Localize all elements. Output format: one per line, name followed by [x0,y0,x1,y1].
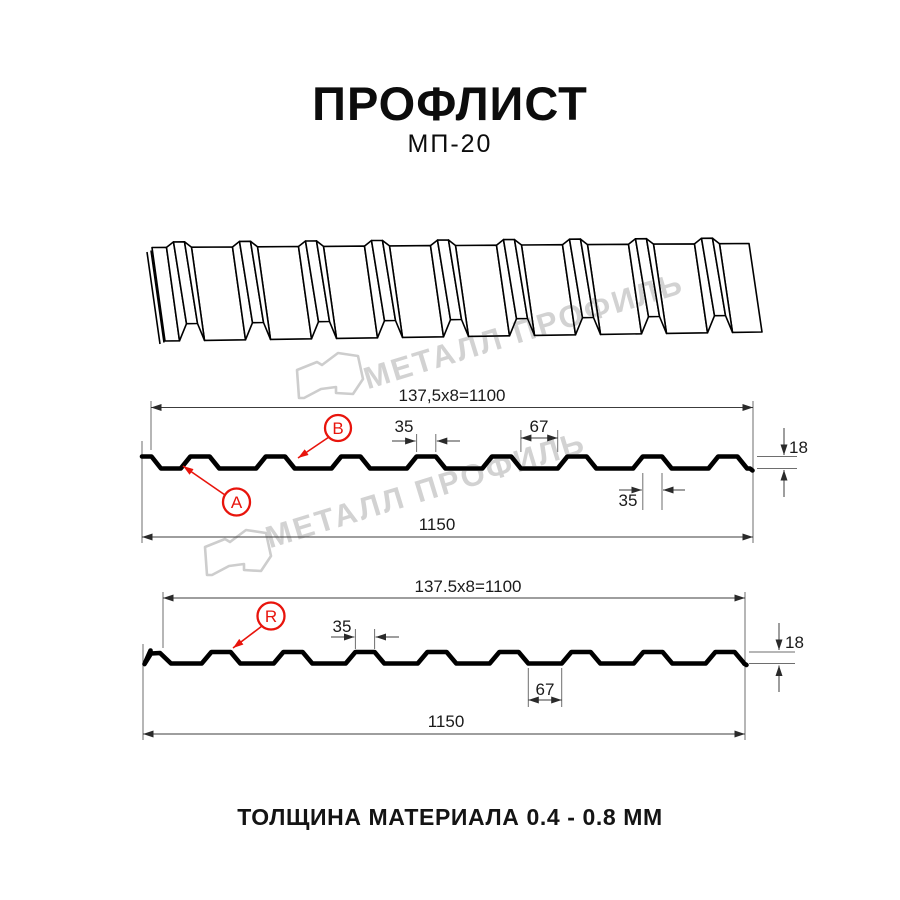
profile-cross-section-top [139,454,755,473]
dim-rib-width-top-right: 35 [619,491,638,510]
dim-height-top: 18 [789,438,808,457]
profile-cross-section-bottom [142,648,749,668]
dim-overall-top: 1150 [419,515,456,534]
dim-height-bottom: 18 [785,633,804,652]
page-title: ПРОФЛИСТ [312,77,588,130]
dim-overall-bottom: 1150 [428,712,465,731]
corrugated-sheet-3d-drawing [146,237,763,345]
svg-text:R: R [265,607,277,626]
profile-section-top: 137,5x8=1100 35 67 35 18 1150 A B [139,386,808,543]
dim-rib-width-top: 35 [395,417,414,436]
profile-model-name: МП-20 [407,130,493,158]
callout-label-r: R [232,601,286,649]
dim-valley-width-top: 67 [530,417,549,436]
dim-valley-width-bottom: 67 [536,680,555,699]
dim-rib-width-bottom: 35 [333,617,352,636]
callout-label-a: A [182,465,252,517]
material-thickness-note: ТОЛЩИНА МАТЕРИАЛА 0.4 - 0.8 ММ [237,804,663,830]
svg-text:A: A [231,493,243,512]
profile-section-bottom: 137.5x8=1100 35 67 18 1150 R [142,577,804,740]
dim-pitch-top: 137,5x8=1100 [399,386,506,405]
callout-label-b: B [297,413,353,459]
svg-text:B: B [332,419,343,438]
dim-pitch-bottom: 137.5x8=1100 [415,577,522,596]
